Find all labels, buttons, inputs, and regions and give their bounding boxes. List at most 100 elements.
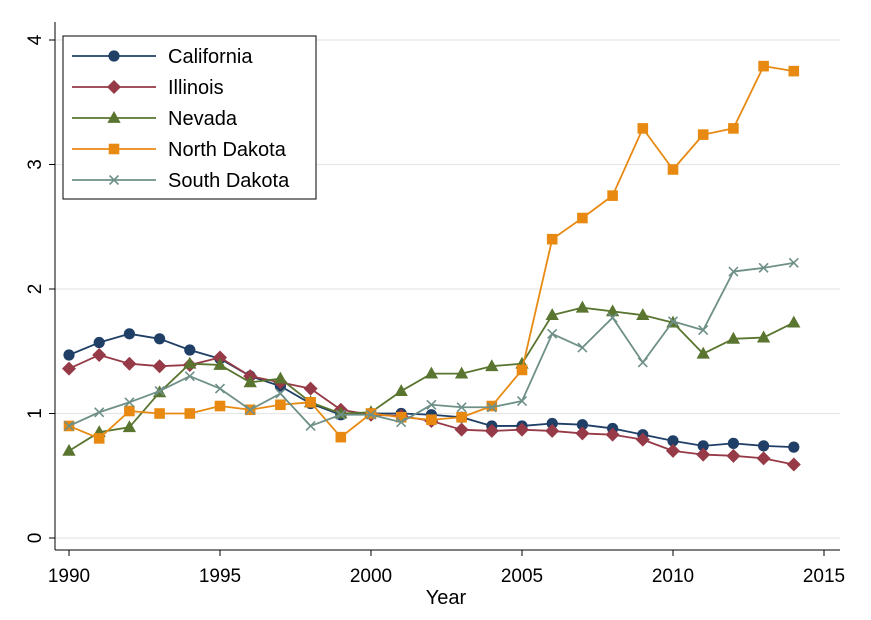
data-point-nevada — [183, 356, 197, 369]
data-point-south-dakota — [365, 409, 377, 420]
data-point-south-dakota — [486, 402, 497, 413]
data-point-north-dakota — [305, 396, 316, 408]
data-point-nevada — [485, 359, 499, 372]
data-point-north-dakota — [667, 164, 679, 175]
data-point-south-dakota — [758, 262, 769, 273]
x-tick-label: 1990 — [48, 566, 90, 587]
data-point-north-dakota — [124, 405, 135, 417]
data-point-north-dakota — [93, 433, 105, 444]
legend-entry-south-dakota: South Dakota — [72, 170, 290, 192]
legend: California Illinois Nevada North Dakota Sout… — [62, 35, 317, 200]
data-point-south-dakota — [577, 342, 588, 353]
data-point-illinois — [605, 427, 620, 442]
data-point-california — [727, 437, 740, 449]
series-line-south-dakota — [68, 261, 794, 427]
data-point-south-dakota — [728, 266, 739, 277]
y-tick-label: 4 — [25, 34, 46, 45]
data-point-nevada — [424, 366, 439, 379]
data-point-california — [788, 441, 800, 453]
legend-marker — [108, 143, 120, 155]
data-point-nevada — [273, 371, 288, 384]
series-south-dakota — [63, 257, 799, 432]
data-point-south-dakota — [396, 417, 407, 428]
data-point-california — [546, 417, 558, 430]
x-axis-title: Year — [426, 587, 467, 609]
legend-marker — [108, 50, 120, 62]
legend-label: Illinois — [168, 77, 224, 99]
legend-marker — [108, 174, 120, 186]
x-tick-label: 2010 — [652, 566, 694, 587]
legend-label: California — [168, 46, 253, 68]
x-tick-label: 2000 — [350, 566, 392, 587]
legend-entry-nevada: Nevada — [72, 108, 238, 130]
data-point-illinois — [726, 448, 741, 463]
data-point-north-dakota — [456, 411, 467, 423]
data-point-north-dakota — [154, 408, 165, 419]
series-line-california — [68, 332, 794, 449]
data-point-nevada — [726, 331, 741, 344]
legend-label: Nevada — [168, 108, 238, 130]
series-nevada — [62, 300, 801, 456]
legend-label: South Dakota — [168, 170, 290, 192]
data-point-illinois — [454, 422, 469, 437]
data-point-nevada — [394, 384, 408, 396]
data-point-north-dakota — [637, 123, 649, 134]
data-point-south-dakota — [214, 383, 226, 394]
data-point-north-dakota — [365, 408, 377, 419]
data-point-north-dakota — [758, 60, 769, 72]
data-point-north-dakota — [214, 400, 226, 412]
data-point-california — [697, 440, 709, 452]
data-point-south-dakota — [637, 357, 648, 368]
legend-marker — [107, 111, 121, 123]
data-point-south-dakota — [698, 325, 709, 336]
data-point-north-dakota — [788, 65, 800, 77]
data-point-california — [667, 435, 679, 447]
data-point-north-dakota — [486, 400, 498, 412]
data-point-illinois — [213, 350, 227, 365]
legend-entry-illinois: Illinois — [72, 77, 224, 99]
data-point-nevada — [545, 308, 559, 321]
data-point-north-dakota — [728, 123, 739, 134]
legend-entry-california: California — [72, 46, 253, 68]
data-point-south-dakota — [426, 399, 437, 410]
legend-marker — [107, 80, 121, 94]
data-point-california — [184, 344, 196, 356]
data-point-north-dakota — [546, 233, 558, 245]
data-point-south-dakota — [124, 397, 135, 408]
data-point-south-dakota — [245, 404, 256, 415]
data-point-south-dakota — [305, 420, 316, 432]
x-tick-label: 2015 — [803, 566, 845, 587]
data-point-illinois — [92, 347, 107, 362]
legend-entry-north-dakota: North Dakota — [72, 139, 287, 161]
data-point-nevada — [213, 357, 227, 370]
data-point-illinois — [635, 432, 650, 447]
data-point-north-dakota — [426, 414, 437, 426]
data-point-california — [93, 336, 105, 349]
data-point-california — [154, 333, 166, 345]
data-point-illinois — [696, 447, 711, 462]
data-point-nevada — [696, 346, 710, 359]
data-point-illinois — [575, 426, 590, 441]
data-point-north-dakota — [697, 129, 709, 140]
data-point-illinois — [122, 356, 137, 371]
data-point-nevada — [636, 308, 650, 321]
x-tick-label: 1995 — [199, 566, 241, 587]
data-point-south-dakota — [63, 420, 75, 432]
data-point-nevada — [243, 375, 257, 388]
data-point-illinois — [152, 359, 167, 374]
data-point-illinois — [62, 361, 76, 376]
y-tick-label: 2 — [25, 284, 46, 295]
data-point-illinois — [303, 381, 318, 396]
x-tick-label: 2005 — [501, 566, 543, 587]
data-point-nevada — [756, 330, 771, 343]
y-tick-label: 3 — [25, 159, 46, 170]
data-point-south-dakota — [154, 386, 165, 397]
series-california — [63, 328, 800, 453]
data-point-south-dakota — [456, 402, 467, 413]
data-point-north-dakota — [335, 431, 347, 443]
series-line-nevada — [68, 306, 795, 452]
data-point-illinois — [515, 422, 529, 437]
axes: 0 1 2 3 4 1990 1995 2000 2005 2010 2015 — [25, 22, 845, 587]
data-point-illinois — [786, 457, 801, 472]
